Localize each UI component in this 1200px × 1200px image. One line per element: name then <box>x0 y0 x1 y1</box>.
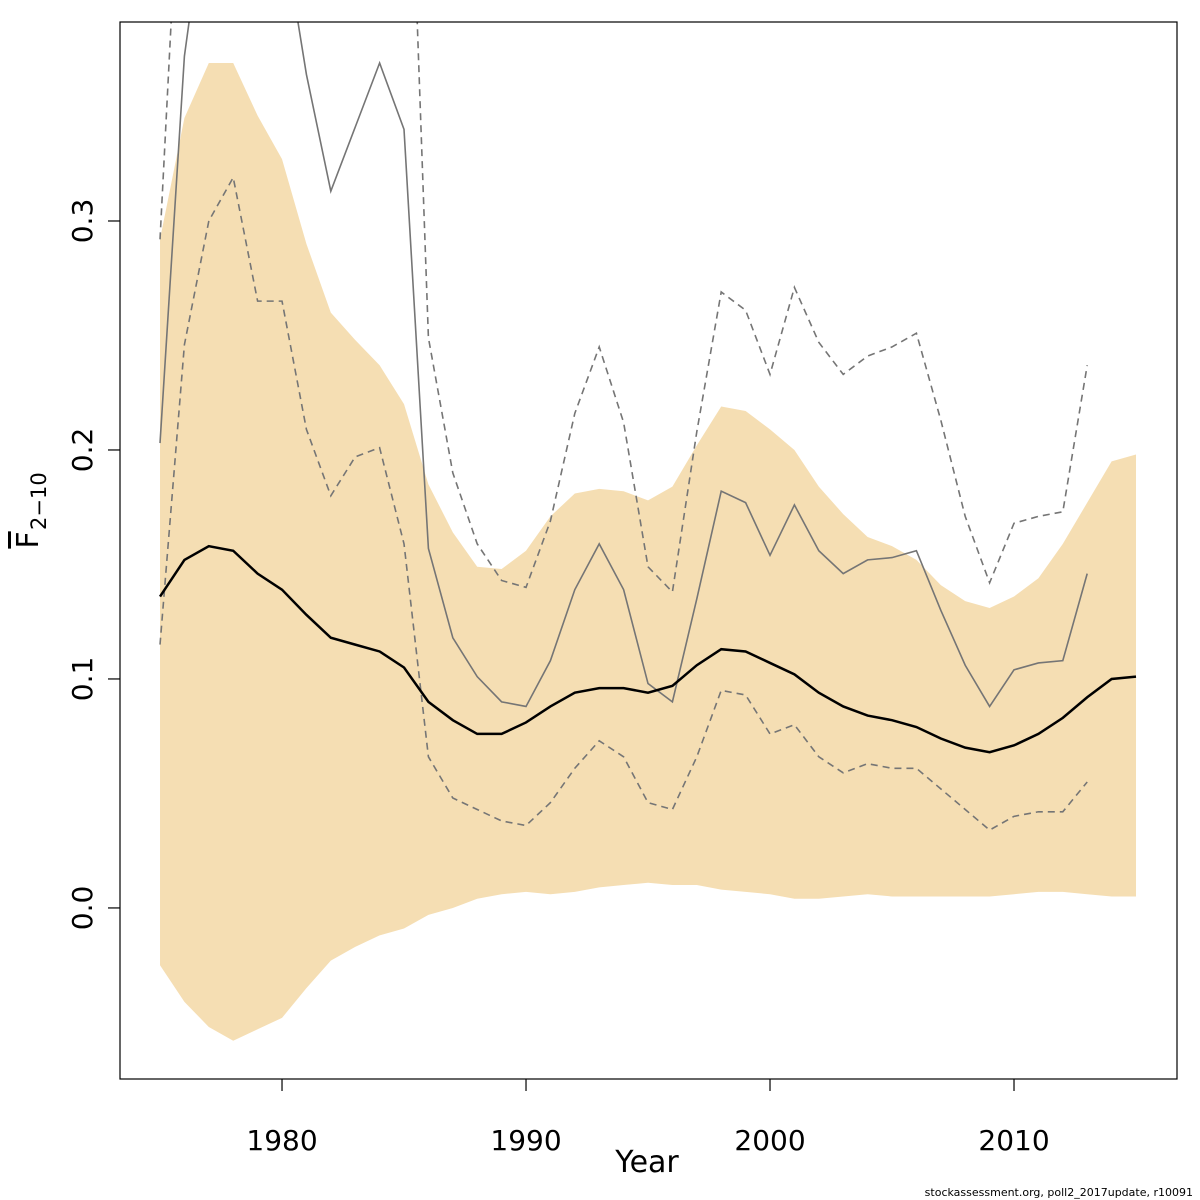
footer: stockassessment.org, poll2_2017update, r… <box>925 1186 1193 1199</box>
y-label-sub: 2−10 <box>27 472 51 530</box>
x-tick-label: 1990 <box>490 1124 561 1157</box>
y-tick-label: 0.3 <box>66 199 99 244</box>
y-label-main: F <box>11 531 46 548</box>
series-line <box>159 175 1088 832</box>
y-tick-label: 0.0 <box>66 886 99 931</box>
y-axis-label: F 2−10 <box>11 472 51 548</box>
confidence-band <box>160 62 1137 1041</box>
x-tick-label: 2000 <box>734 1124 805 1157</box>
y-tick-label: 0.2 <box>66 428 99 473</box>
series-line <box>159 22 1088 708</box>
x-tick-label: 1980 <box>246 1124 317 1157</box>
x-axis-label: Year <box>614 1145 679 1180</box>
y-tick-label: 0.1 <box>66 657 99 702</box>
x-tick-label: 2010 <box>978 1124 1049 1157</box>
series-line <box>159 22 1088 594</box>
series-line <box>158 544 1137 754</box>
plot-frame <box>119 21 1178 1080</box>
